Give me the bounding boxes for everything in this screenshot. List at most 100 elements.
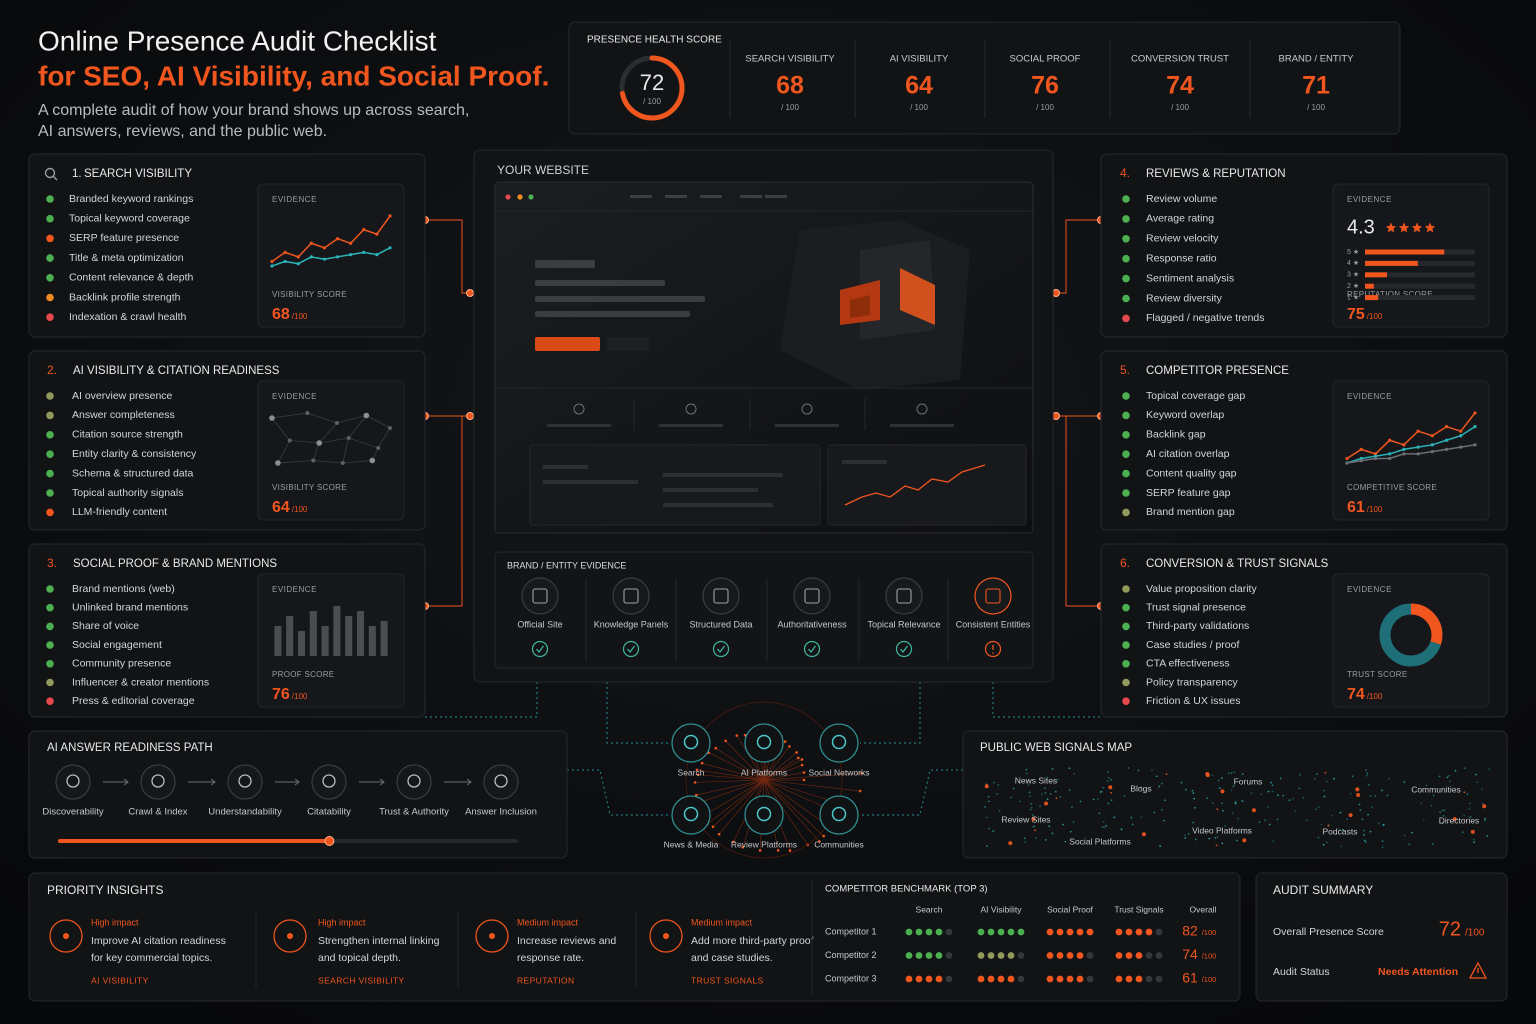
[object Object]: [1086, 975, 1094, 983]
signals-panel: [962, 730, 1508, 859]
[object Object]: [987, 975, 995, 983]
rating-track: [1365, 272, 1475, 278]
signal-dot: [992, 829, 995, 832]
signal-dot: [1185, 788, 1187, 791]
signal-dot: [1205, 772, 1210, 777]
signal-dot: [1270, 781, 1272, 784]
insight-text: Strengthen internal linking: [318, 935, 440, 947]
network-node: [795, 751, 798, 754]
content-text: [663, 488, 758, 492]
[object Object]: [915, 975, 923, 983]
trend-point: [349, 253, 353, 257]
network-edge: [763, 779, 861, 792]
signal-dot: [1165, 773, 1168, 776]
summary-max: /100: [1465, 928, 1485, 939]
metric-score: 74: [1166, 72, 1194, 100]
checklist-item: Indexation & crawl health: [69, 311, 186, 323]
content-text: [842, 460, 887, 464]
signal-dot: [1072, 821, 1075, 823]
signal-dot: [1208, 837, 1211, 840]
network-edge: [336, 415, 367, 424]
signal-dot: [1028, 791, 1031, 794]
status-dot: [1122, 235, 1130, 243]
[object Object]: [1056, 975, 1064, 983]
insight-category: AI VISIBILITY: [91, 975, 149, 985]
status-dot: [46, 585, 54, 593]
connector-node: [466, 412, 474, 420]
trend-point: [283, 250, 287, 254]
[object Object]: [997, 952, 1005, 959]
status-dot: [1122, 603, 1130, 612]
signal-dot: [1482, 804, 1487, 809]
trend-point: [1473, 443, 1477, 447]
trend-point: [322, 257, 327, 261]
checklist-item: SERP feature gap: [1146, 487, 1231, 499]
network-edge: [289, 440, 320, 444]
[object Object]: [1135, 975, 1143, 983]
status-dot: [46, 622, 54, 631]
network-node: [735, 734, 739, 737]
status-dot: [46, 641, 54, 649]
network-node: [783, 740, 787, 743]
trend-line: [1346, 426, 1476, 464]
signal-dot: [1272, 840, 1274, 842]
checklist-item: Influencer & creator mentions: [72, 676, 209, 688]
signal-dot: [1113, 816, 1115, 819]
signal-dot: [1127, 767, 1130, 769]
trend-point: [270, 259, 274, 264]
content-text: [663, 473, 783, 477]
entity-icon: [885, 577, 923, 615]
signal-dot: [1030, 802, 1033, 805]
signal-dot: [1033, 825, 1036, 828]
signal-dot: [1237, 817, 1240, 820]
entity-icon: [612, 577, 650, 615]
checklist-item: Value proposition clarity: [1146, 583, 1257, 595]
signal-dot: [1241, 800, 1244, 802]
metric-label: BRAND / ENTITY: [1279, 54, 1355, 65]
signal-dot: [993, 781, 996, 784]
step-arrow: [123, 778, 129, 786]
signal-dot: [1103, 826, 1106, 829]
trend-point: [1430, 443, 1434, 447]
entity-status: [712, 640, 730, 658]
signal-dot: [1323, 795, 1326, 798]
network-node: [363, 412, 370, 419]
signal-dot: [1369, 830, 1372, 833]
health-max: / 100: [643, 97, 661, 106]
signal-dot: [1258, 821, 1261, 824]
status-dot: [1122, 215, 1130, 223]
network-node: [275, 460, 281, 466]
hub-node: [744, 723, 784, 763]
signal-dot: [1271, 790, 1274, 793]
checklist-item: Backlink gap: [1146, 429, 1206, 441]
status-dot: [1122, 585, 1130, 593]
signal-dot: [1215, 844, 1218, 847]
network-edge: [707, 779, 765, 825]
connector-node: [466, 289, 474, 297]
signal-dot: [984, 806, 986, 808]
signal-dot: [1374, 795, 1377, 798]
signal-dot: [1316, 773, 1318, 776]
[object Object]: [1007, 975, 1015, 983]
signal-dot: [1054, 790, 1057, 793]
connector: [567, 769, 670, 816]
hub-label: AI Platforms: [741, 767, 787, 777]
signal-dot: [1220, 789, 1225, 794]
signal-dot: [1010, 796, 1013, 799]
section-title: SOCIAL PROOF & BRAND MENTIONS: [73, 558, 277, 570]
feature-icon: [685, 403, 697, 415]
signal-dot: [1358, 803, 1361, 806]
metric-score: 64: [905, 72, 933, 100]
signal-dot: [1107, 771, 1109, 773]
signal-dot: [1422, 819, 1425, 822]
network-node: [788, 745, 791, 748]
signal-dot: [988, 800, 990, 803]
entity-glyph: [985, 588, 1001, 604]
signal-dot: [1064, 840, 1067, 843]
signal-dot: [1355, 787, 1360, 792]
[object Object]: [1115, 928, 1123, 936]
trend-point: [1459, 429, 1463, 433]
status-dot: [1122, 508, 1130, 517]
signal-dot: [1216, 836, 1219, 839]
[object Object]: [935, 928, 943, 936]
